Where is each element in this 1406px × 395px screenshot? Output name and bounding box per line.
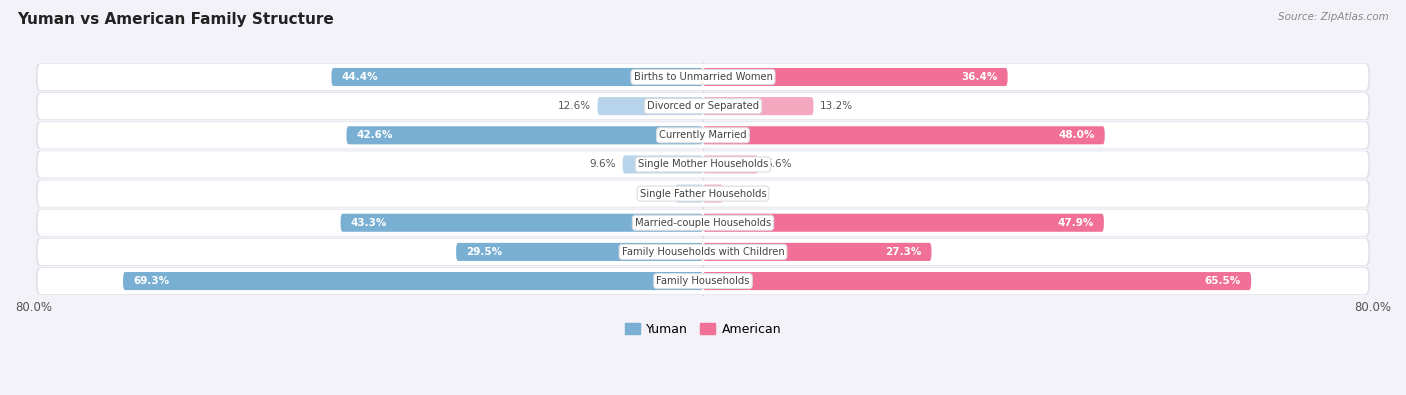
FancyBboxPatch shape xyxy=(38,239,1368,265)
Text: 9.6%: 9.6% xyxy=(589,160,616,169)
Text: 13.2%: 13.2% xyxy=(820,101,853,111)
Text: Single Mother Households: Single Mother Households xyxy=(638,160,768,169)
Text: Single Father Households: Single Father Households xyxy=(640,188,766,199)
Text: 42.6%: 42.6% xyxy=(357,130,392,140)
FancyBboxPatch shape xyxy=(38,268,1368,294)
FancyBboxPatch shape xyxy=(703,214,1104,232)
FancyBboxPatch shape xyxy=(37,92,1369,120)
FancyBboxPatch shape xyxy=(346,126,703,144)
Text: 69.3%: 69.3% xyxy=(134,276,169,286)
Text: Yuman vs American Family Structure: Yuman vs American Family Structure xyxy=(17,12,333,27)
Text: 36.4%: 36.4% xyxy=(962,72,998,82)
Text: 27.3%: 27.3% xyxy=(884,247,921,257)
FancyBboxPatch shape xyxy=(124,272,703,290)
FancyBboxPatch shape xyxy=(675,184,703,203)
FancyBboxPatch shape xyxy=(38,64,1368,90)
Text: 6.6%: 6.6% xyxy=(765,160,792,169)
FancyBboxPatch shape xyxy=(38,93,1368,119)
FancyBboxPatch shape xyxy=(38,181,1368,207)
FancyBboxPatch shape xyxy=(456,243,703,261)
FancyBboxPatch shape xyxy=(623,155,703,173)
Text: 12.6%: 12.6% xyxy=(558,101,591,111)
FancyBboxPatch shape xyxy=(598,97,703,115)
FancyBboxPatch shape xyxy=(703,272,1251,290)
Text: 48.0%: 48.0% xyxy=(1059,130,1095,140)
Text: 3.3%: 3.3% xyxy=(643,188,669,199)
FancyBboxPatch shape xyxy=(703,184,723,203)
FancyBboxPatch shape xyxy=(37,180,1369,207)
FancyBboxPatch shape xyxy=(703,243,931,261)
Text: 44.4%: 44.4% xyxy=(342,72,378,82)
FancyBboxPatch shape xyxy=(37,63,1369,91)
Text: 65.5%: 65.5% xyxy=(1205,276,1241,286)
Text: Currently Married: Currently Married xyxy=(659,130,747,140)
FancyBboxPatch shape xyxy=(703,126,1105,144)
Text: Divorced or Separated: Divorced or Separated xyxy=(647,101,759,111)
FancyBboxPatch shape xyxy=(38,210,1368,236)
FancyBboxPatch shape xyxy=(37,122,1369,149)
FancyBboxPatch shape xyxy=(37,151,1369,178)
Text: 43.3%: 43.3% xyxy=(350,218,387,228)
FancyBboxPatch shape xyxy=(38,151,1368,178)
Text: 2.4%: 2.4% xyxy=(730,188,756,199)
Text: Births to Unmarried Women: Births to Unmarried Women xyxy=(634,72,772,82)
FancyBboxPatch shape xyxy=(38,122,1368,149)
Text: 47.9%: 47.9% xyxy=(1057,218,1094,228)
FancyBboxPatch shape xyxy=(332,68,703,86)
FancyBboxPatch shape xyxy=(37,209,1369,237)
Text: 29.5%: 29.5% xyxy=(467,247,502,257)
FancyBboxPatch shape xyxy=(37,267,1369,295)
FancyBboxPatch shape xyxy=(703,97,814,115)
Text: Family Households: Family Households xyxy=(657,276,749,286)
FancyBboxPatch shape xyxy=(703,68,1008,86)
Text: Family Households with Children: Family Households with Children xyxy=(621,247,785,257)
Legend: Yuman, American: Yuman, American xyxy=(620,318,786,341)
FancyBboxPatch shape xyxy=(340,214,703,232)
FancyBboxPatch shape xyxy=(37,238,1369,265)
Text: Source: ZipAtlas.com: Source: ZipAtlas.com xyxy=(1278,12,1389,22)
Text: Married-couple Households: Married-couple Households xyxy=(636,218,770,228)
FancyBboxPatch shape xyxy=(703,155,758,173)
